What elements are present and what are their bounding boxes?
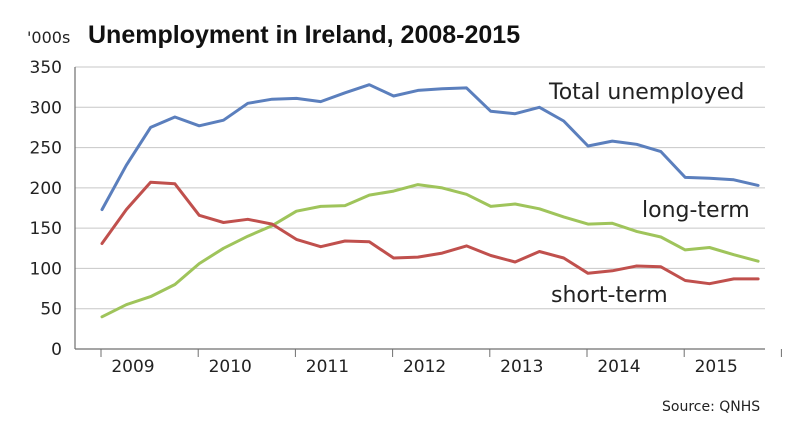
x-tick-label: 2009	[111, 357, 154, 377]
y-axis-unit-label: '000s	[27, 28, 70, 47]
y-tick-label: 300	[30, 98, 62, 118]
y-tick-label: 350	[30, 58, 62, 78]
source-label: Source: QNHS	[662, 399, 760, 415]
grid-layer	[75, 66, 765, 350]
x-tick-label: 2014	[597, 357, 640, 377]
x-tick-label: 2015	[695, 357, 738, 377]
x-tick-label: 2010	[209, 357, 252, 377]
y-tick-label: 250	[30, 139, 62, 159]
y-tick-label: 100	[30, 259, 62, 279]
series-line-long-term	[100, 183, 760, 319]
series-layer	[100, 83, 760, 319]
axis-layer: 0 50 100 150 200 250 300 350 2009 2010 2011 2012 201…	[30, 58, 782, 377]
chart-title: Unemployment in Ireland, 2008-2015	[88, 21, 520, 49]
x-tick-label: 2012	[403, 357, 446, 377]
y-tick-label: 50	[40, 300, 62, 320]
x-tick-label: 2011	[306, 357, 349, 377]
x-tick-label: 2013	[500, 357, 543, 377]
y-tick-label: 200	[30, 179, 62, 199]
series-line-short-term	[100, 180, 760, 286]
y-tick-label: 0	[51, 340, 62, 360]
series-label-total-unemployed: Total unemployed	[548, 80, 744, 105]
y-tick-label: 150	[30, 219, 62, 239]
series-label-long-term: long-term	[642, 198, 750, 223]
series-label-short-term: short-term	[551, 283, 668, 308]
label-layer: '000s Unemployment in Ireland, 2008-2015…	[27, 21, 760, 415]
series-line-total-unemployed	[100, 83, 760, 212]
